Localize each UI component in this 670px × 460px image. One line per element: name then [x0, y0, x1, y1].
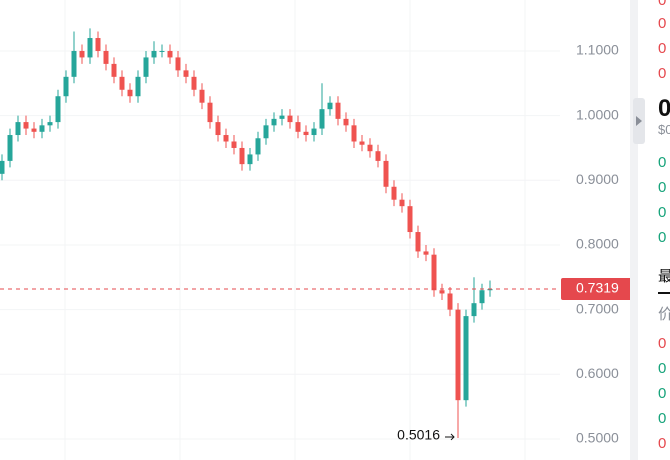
- candle-body: [303, 131, 309, 136]
- candle-body: [423, 251, 429, 255]
- candle-body: [87, 38, 93, 58]
- candle-body: [23, 122, 29, 129]
- candle-body: [375, 151, 381, 161]
- candle-body: [31, 128, 37, 132]
- candle-body: [127, 89, 133, 97]
- candle-body: [207, 102, 213, 123]
- side-text: 0: [658, 65, 667, 82]
- candle-body: [447, 293, 453, 310]
- side-text: 最: [658, 268, 670, 285]
- candle-body: [319, 109, 325, 129]
- last-price-label: 0.7319: [576, 280, 619, 296]
- side-text: 0: [658, 410, 667, 427]
- candle-body: [183, 70, 189, 77]
- candle-body: [39, 125, 45, 132]
- candle-body: [239, 147, 245, 165]
- candle-body: [143, 57, 149, 77]
- y-tick-label: 1.1000: [576, 42, 619, 58]
- candle-body: [399, 199, 405, 207]
- candle-body: [487, 289, 493, 291]
- candle-body: [343, 118, 349, 126]
- candle-body: [479, 290, 485, 304]
- candle-body: [15, 122, 21, 136]
- candle-body: [71, 50, 77, 77]
- side-text: 0: [658, 95, 670, 122]
- side-text: 0: [658, 0, 667, 9]
- candle-body: [0, 160, 5, 174]
- candle-body: [79, 50, 85, 58]
- candle-body: [111, 63, 117, 77]
- side-text: $0: [658, 122, 670, 137]
- candle-body: [247, 154, 253, 165]
- chart: 0.5000 0.6000 0.7000 0.8000 0.9000 1.0000 1.10…: [0, 0, 630, 460]
- side-text: 0: [658, 40, 667, 57]
- side-text: 价: [658, 306, 670, 323]
- y-tick-label: 0.8000: [576, 236, 619, 252]
- candle-body: [263, 125, 269, 139]
- vertical-grid: [64, 0, 526, 460]
- y-tick-label: 0.9000: [576, 171, 619, 187]
- y-tick-label: 0.5000: [576, 430, 619, 446]
- candle-body: [335, 102, 341, 119]
- side-text: 0: [658, 435, 667, 452]
- candle-body: [287, 115, 293, 123]
- tab-underline: [658, 292, 670, 294]
- candle-body: [159, 50, 165, 52]
- candle-body: [175, 57, 181, 71]
- candle-body: [279, 115, 285, 119]
- candle-body: [327, 102, 333, 110]
- candle-body: [47, 122, 53, 126]
- candle-body: [463, 316, 469, 401]
- candle-body: [415, 232, 421, 252]
- side-text: 0: [658, 154, 667, 171]
- side-text: 0: [658, 335, 667, 352]
- side-text: 0: [658, 385, 667, 402]
- candle-body: [199, 89, 205, 103]
- candle-body: [215, 122, 221, 136]
- candle-body: [95, 38, 101, 51]
- candle-body: [431, 254, 437, 291]
- candle-body: [231, 141, 237, 148]
- candle-body: [295, 122, 301, 132]
- candle-body: [407, 206, 413, 233]
- candle-body: [167, 50, 173, 58]
- y-tick-label: 0.6000: [576, 365, 619, 381]
- y-tick-label: 0.7000: [576, 300, 619, 316]
- candle-body: [359, 141, 365, 145]
- candle-body: [311, 128, 317, 136]
- collapse-tab[interactable]: [633, 98, 645, 144]
- last-price-box: [561, 278, 630, 301]
- candle-body: [471, 303, 477, 317]
- candle-body: [383, 160, 389, 187]
- candle-body: [135, 76, 141, 97]
- candle-body: [151, 50, 157, 58]
- candle-body: [7, 135, 13, 161]
- candle-body: [351, 125, 357, 142]
- candle-body: [391, 186, 397, 200]
- low-annotation: 0.5016: [397, 427, 440, 443]
- side-text: 0: [658, 360, 667, 377]
- annotation-arrow: [445, 433, 455, 441]
- side-text: 0: [658, 229, 667, 246]
- candle-body: [255, 138, 261, 155]
- candle-body: [191, 76, 197, 90]
- candle-body: [367, 144, 373, 152]
- candle-body: [55, 96, 61, 123]
- side-text: 0: [658, 204, 667, 221]
- side-text: 0: [658, 179, 667, 196]
- candle-body: [119, 76, 125, 90]
- candle-body: [223, 135, 229, 142]
- candle-body: [271, 118, 277, 126]
- candle-body: [63, 76, 69, 97]
- side-text: 0: [658, 15, 667, 32]
- candle-body: [103, 50, 109, 64]
- candle-body: [455, 309, 461, 401]
- candle-body: [439, 290, 445, 294]
- panel-divider: [630, 0, 638, 460]
- y-tick-label: 1.0000: [576, 106, 619, 122]
